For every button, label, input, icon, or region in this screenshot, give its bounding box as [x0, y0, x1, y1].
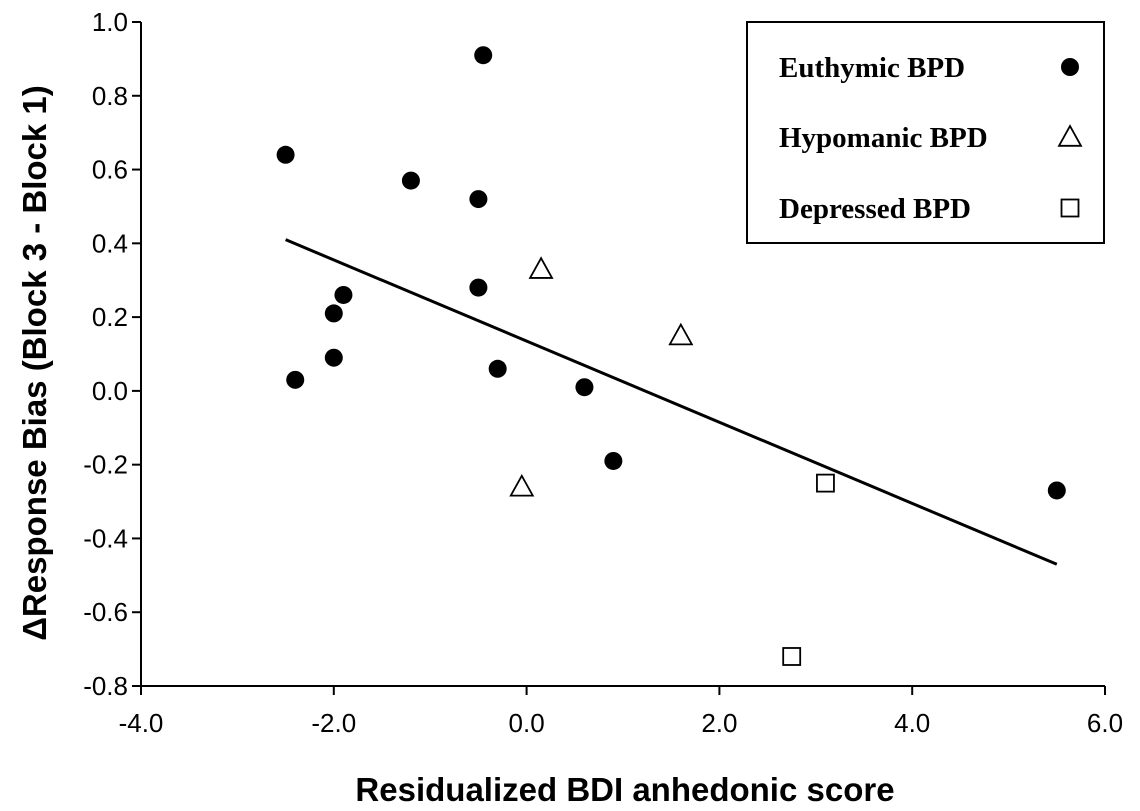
x-axis-label: Residualized BDI anhedonic score [355, 771, 894, 808]
euthymic-bpd-point [1047, 481, 1066, 500]
y-tick-label: -0.4 [83, 523, 128, 553]
euthymic-bpd-point [604, 451, 623, 470]
legend-marker-euthymic-bpd [1061, 58, 1079, 76]
y-tick-label: 0.8 [92, 81, 128, 111]
depressed-bpd-point [816, 473, 835, 493]
euthymic-bpd-point [488, 359, 507, 378]
x-tick-label: -2.0 [311, 708, 356, 738]
euthymic-bpd-point [469, 190, 488, 209]
x-tick-label: 4.0 [894, 708, 930, 738]
x-tick-label: -4.0 [119, 708, 164, 738]
y-tick-label: 0.0 [92, 376, 128, 406]
y-tick-label: -0.8 [83, 671, 128, 701]
data-points [276, 46, 1066, 666]
legend: Euthymic BPD Hypomanic BPD Depressed BPD [746, 21, 1105, 244]
depressed-bpd-point [782, 647, 802, 666]
axes [140, 22, 1105, 687]
regression-line-group [285, 238, 1058, 566]
y-tick-label: -0.6 [83, 597, 128, 627]
regression-line [285, 238, 1058, 566]
hypomanic-bpd-point [528, 256, 554, 279]
y-tick-label: 0.6 [92, 155, 128, 185]
euthymic-bpd-point [324, 304, 343, 323]
euthymic-bpd-point [334, 285, 353, 304]
x-ticks: -4.0 -2.0 0.0 2.0 4.0 6.0 [119, 686, 1123, 738]
euthymic-bpd-point [286, 370, 305, 389]
hypomanic-bpd-point [668, 322, 694, 346]
hypomanic-bpd-point [509, 473, 535, 497]
euthymic-bpd-point [474, 46, 493, 65]
euthymic-bpd-point [324, 348, 343, 367]
euthymic-bpd-point [469, 278, 488, 297]
euthymic-bpd-point [401, 171, 420, 190]
euthymic-bpd-point [276, 145, 295, 164]
legend-box [746, 21, 1105, 244]
legend-label-hypomanic-bpd: Hypomanic BPD [779, 122, 988, 154]
legend-label-euthymic-bpd: Euthymic BPD [779, 52, 965, 84]
x-tick-label: 0.0 [509, 708, 545, 738]
y-tick-label: 0.4 [92, 228, 128, 258]
legend-label-depressed-bpd: Depressed BPD [779, 193, 971, 225]
y-ticks: 1.0 0.8 0.6 0.4 0.2 0.0 -0.2 -0.4 -0.6 -0.8 [83, 7, 141, 701]
y-tick-label: 0.2 [92, 302, 128, 332]
legend-marker-depressed-bpd [1060, 198, 1080, 218]
x-tick-label: 6.0 [1087, 708, 1123, 738]
y-tick-label: 1.0 [92, 7, 128, 37]
y-axis-label: ΔResponse Bias (Block 3 - Block 1) [16, 85, 53, 641]
legend-marker-hypomanic-bpd [1057, 124, 1083, 147]
x-tick-label: 2.0 [701, 708, 737, 738]
euthymic-bpd-point [575, 378, 594, 397]
y-tick-label: -0.2 [83, 450, 128, 480]
